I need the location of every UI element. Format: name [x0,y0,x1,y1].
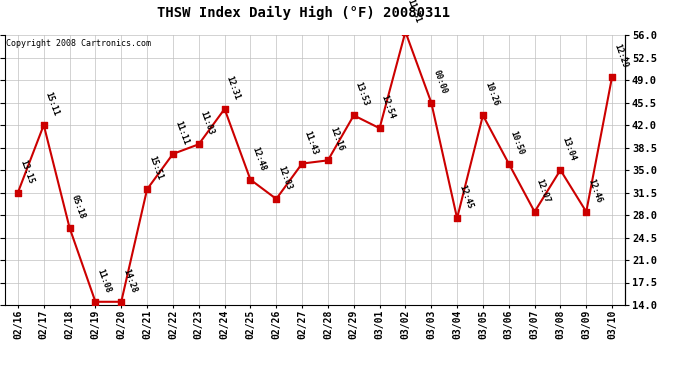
Point [38,122,49,128]
Text: 15:11: 15:11 [43,91,61,117]
Text: 12:45: 12:45 [457,184,474,210]
Text: 12:07: 12:07 [535,177,551,204]
Text: 14:28: 14:28 [121,267,138,294]
Text: 13:53: 13:53 [354,81,371,108]
Text: 12:46: 12:46 [586,177,603,204]
Point [322,158,333,164]
Point [12,189,23,195]
Point [348,112,359,118]
Text: 11:51: 11:51 [406,0,422,24]
Point [168,151,179,157]
Point [477,112,489,118]
Text: 11:11: 11:11 [173,120,190,146]
Text: Copyright 2008 Cartronics.com: Copyright 2008 Cartronics.com [6,39,151,48]
Point [297,160,308,166]
Point [90,299,101,305]
Text: 10:50: 10:50 [509,129,526,156]
Text: 12:29: 12:29 [612,42,629,69]
Point [529,209,540,215]
Text: 12:48: 12:48 [250,146,268,172]
Text: 05:18: 05:18 [70,194,86,220]
Text: THSW Index Daily High (°F) 20080311: THSW Index Daily High (°F) 20080311 [157,6,450,20]
Point [193,141,204,147]
Point [64,225,75,231]
Text: 12:16: 12:16 [328,126,345,153]
Point [400,29,411,35]
Text: 15:51: 15:51 [147,155,164,182]
Point [141,186,152,192]
Text: 11:08: 11:08 [95,267,112,294]
Point [503,160,514,166]
Point [607,74,618,80]
Text: 11:43: 11:43 [302,129,319,156]
Text: 10:26: 10:26 [483,81,500,108]
Text: 00:00: 00:00 [431,68,448,95]
Point [219,106,230,112]
Text: 13:15: 13:15 [18,158,35,185]
Point [245,177,256,183]
Text: 12:54: 12:54 [380,94,397,120]
Point [451,215,462,221]
Text: 13:04: 13:04 [560,136,578,162]
Text: 12:31: 12:31 [224,75,241,101]
Point [555,167,566,173]
Point [426,99,437,105]
Text: 11:03: 11:03 [199,110,216,136]
Point [581,209,592,215]
Point [116,299,127,305]
Text: 12:03: 12:03 [276,165,293,191]
Point [270,196,282,202]
Point [374,125,385,131]
